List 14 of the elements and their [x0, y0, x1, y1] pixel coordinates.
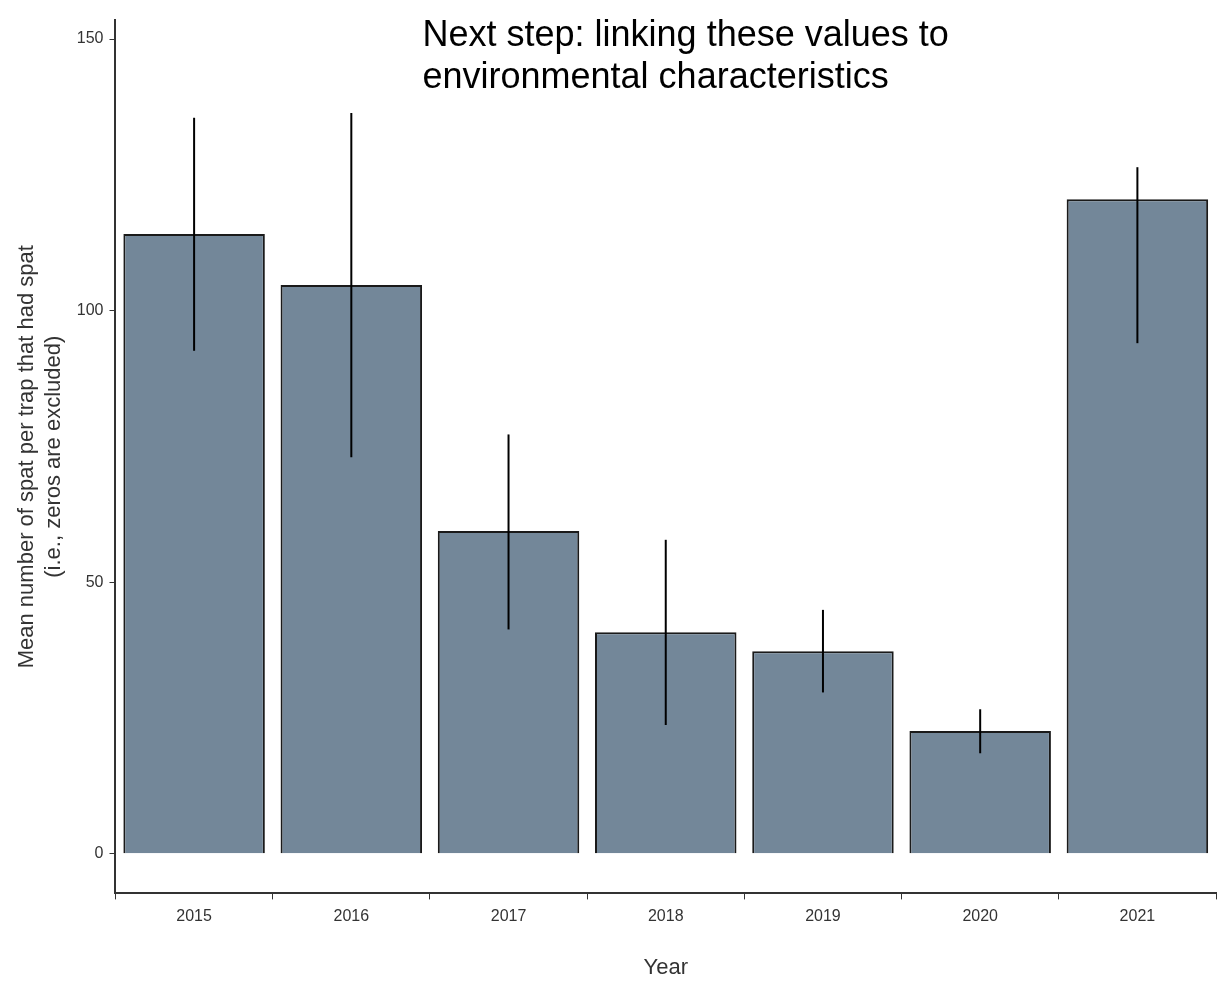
x-tick-label: 2017	[490, 907, 527, 925]
x-tick-label: 2016	[333, 907, 370, 925]
y-axis-title: Mean number of spat per trap that had spat (i.e., zeros are excluded)	[13, 245, 65, 669]
annotation: Next step: linking these values to environmental characteristics	[422, 12, 949, 96]
x-tick-label: 2019	[805, 907, 841, 925]
x-tick-label: 2020	[962, 907, 999, 925]
y-tick-label: 150	[76, 29, 104, 47]
y-tick-label: 50	[85, 572, 104, 590]
x-tick-label: 2021	[1119, 907, 1156, 925]
y-tick-label: 0	[94, 844, 104, 862]
x-tick-label: 2015	[176, 907, 212, 925]
x-tick-label: 2018	[647, 907, 684, 925]
y-tick-label: 100	[76, 301, 104, 318]
x-axis-title: Year	[643, 953, 688, 979]
